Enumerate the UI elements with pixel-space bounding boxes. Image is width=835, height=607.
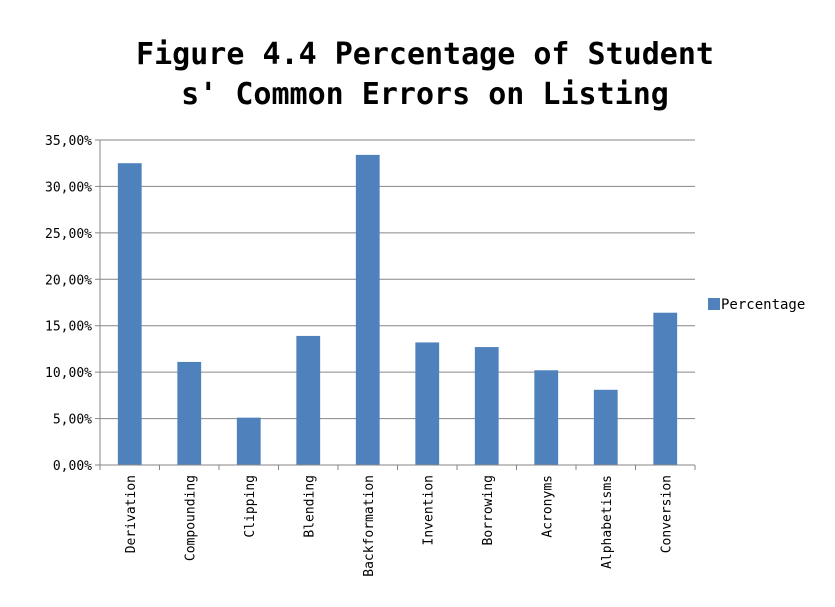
y-tick-label: 15,00% [45, 320, 92, 335]
x-tick-label: Conversion [659, 475, 674, 553]
bar-conversion [653, 312, 678, 465]
bar-alphabetisms [593, 389, 618, 465]
y-tick-label: 20,00% [45, 273, 92, 288]
bar-invention [415, 342, 440, 465]
bar-compounding [177, 361, 202, 465]
bar-backformation [355, 154, 380, 465]
bar-derivation [117, 163, 142, 465]
x-tick-label: Invention [421, 475, 436, 545]
chart-title-line-1: Figure 4.4 Percentage of Student [136, 37, 714, 72]
bar-blending [296, 335, 321, 465]
bar-acronyms [534, 370, 559, 465]
legend-label: Percentage [721, 297, 805, 313]
x-tick-label: Derivation [124, 475, 139, 553]
x-tick-label: Clipping [243, 475, 258, 538]
x-tick-label: Blending [302, 475, 317, 538]
y-axis-ticks: 0,00% 5,00% 10,00% 15,00% 20,00% 25,00% 30,00%… [45, 134, 101, 474]
x-tick-label: Borrowing [481, 475, 496, 545]
bars [117, 154, 678, 465]
chart-title-line-2: s' Common Errors on Listing [181, 77, 669, 112]
x-tick-label: Acronyms [540, 475, 555, 538]
bar-borrowing [474, 347, 499, 465]
bar-clipping [236, 417, 261, 465]
x-tick-label: Alphabetisms [600, 475, 615, 569]
y-tick-label: 35,00% [45, 134, 92, 149]
y-tick-label: 30,00% [45, 180, 92, 195]
legend: Percentage [708, 297, 805, 313]
x-axis-ticks: Derivation Compounding Clipping Blending Bac… [99, 464, 696, 577]
legend-swatch [708, 298, 720, 310]
y-tick-label: 0,00% [53, 459, 92, 474]
x-tick-label: Backformation [362, 475, 377, 577]
y-tick-label: 5,00% [53, 413, 92, 428]
y-tick-label: 25,00% [45, 227, 92, 242]
y-tick-label: 10,00% [45, 366, 92, 381]
x-tick-label: Compounding [183, 475, 198, 561]
